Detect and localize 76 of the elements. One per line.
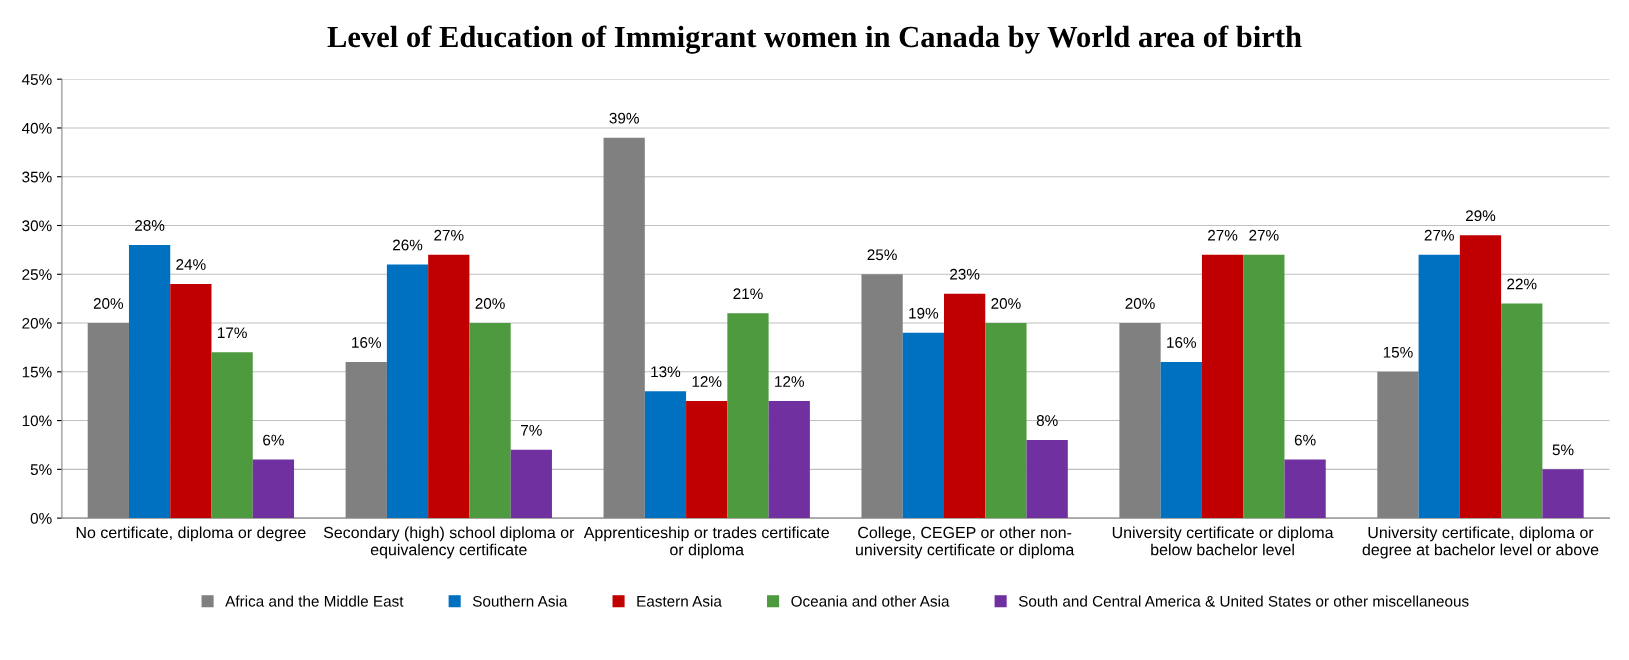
legend-label: Southern Asia bbox=[472, 595, 568, 607]
y-tick-label: 15% bbox=[22, 366, 52, 378]
data-label: 25% bbox=[867, 249, 897, 261]
data-label: 19% bbox=[909, 307, 939, 319]
data-label: 22% bbox=[1507, 278, 1537, 290]
x-tick-label: University certificate, diploma or degree at bachelor level or above bbox=[1362, 526, 1599, 559]
data-label: 20% bbox=[93, 298, 124, 309]
bar bbox=[944, 293, 986, 519]
x-tick-label: Secondary (high) school diploma or equivalency certificate bbox=[323, 526, 575, 559]
bar bbox=[686, 401, 728, 519]
y-tick-label: 40% bbox=[21, 122, 52, 134]
bar bbox=[1201, 254, 1244, 519]
y-tick-label: 25% bbox=[22, 269, 52, 280]
data-label: 20% bbox=[475, 298, 505, 309]
chart-title: Level of Education of Immigrant women in Canada by World area of birth bbox=[327, 25, 1302, 54]
bar bbox=[1243, 254, 1285, 519]
bar bbox=[386, 264, 429, 519]
legend-label: Eastern Asia bbox=[637, 595, 722, 607]
data-label: 7% bbox=[521, 424, 542, 436]
data-label: 8% bbox=[1036, 415, 1058, 426]
data-label: 21% bbox=[733, 288, 763, 300]
bar bbox=[1160, 362, 1202, 519]
data-label: 29% bbox=[1465, 210, 1496, 222]
data-label: 27% bbox=[1208, 229, 1238, 241]
legend-label: South and Central America & United States or other miscellaneous bbox=[1018, 595, 1469, 607]
data-label: 26% bbox=[393, 239, 423, 251]
data-label: 15% bbox=[1383, 346, 1413, 358]
bar bbox=[469, 323, 511, 519]
x-tick-label: University certificate or diploma below bachelor level bbox=[1112, 526, 1334, 556]
bar bbox=[1542, 469, 1584, 519]
data-label: 28% bbox=[135, 220, 165, 231]
bar bbox=[170, 284, 212, 519]
data-label: 27% bbox=[1424, 229, 1454, 241]
bar bbox=[768, 401, 810, 519]
x-tick-label: Apprenticeship or trades certificate or diploma bbox=[583, 526, 829, 559]
legend-label: Africa and the Middle East bbox=[225, 595, 404, 607]
data-label: 27% bbox=[434, 229, 464, 241]
data-label: 27% bbox=[1249, 229, 1279, 241]
data-label: 20% bbox=[991, 298, 1021, 309]
y-tick-label: 35% bbox=[22, 171, 52, 183]
y-tick-label: 0% bbox=[30, 512, 52, 524]
bar bbox=[252, 459, 295, 519]
bar bbox=[1284, 459, 1326, 519]
bar bbox=[985, 323, 1027, 519]
data-label: 13% bbox=[651, 366, 681, 378]
legend-label: Oceania and other Asia bbox=[791, 595, 950, 607]
data-label: 16% bbox=[352, 337, 381, 348]
data-label: 20% bbox=[1125, 298, 1155, 309]
data-label: 12% bbox=[692, 376, 722, 387]
data-label: 23% bbox=[950, 268, 980, 280]
data-label: 16% bbox=[1167, 337, 1197, 348]
bar bbox=[211, 352, 253, 519]
bar bbox=[1026, 440, 1068, 519]
data-label: 6% bbox=[1294, 434, 1316, 446]
bar bbox=[1418, 254, 1460, 519]
bar bbox=[1501, 303, 1543, 519]
data-label: 17% bbox=[218, 327, 247, 339]
bar bbox=[128, 245, 171, 519]
x-tick-label: College, CEGEP or other non- university certificate or diploma bbox=[856, 526, 1075, 559]
bar bbox=[428, 254, 470, 519]
data-label: 24% bbox=[176, 259, 206, 270]
x-tick-label: No certificate, diploma or degree bbox=[76, 526, 306, 542]
y-tick-label: 20% bbox=[22, 317, 52, 329]
bar bbox=[510, 449, 552, 519]
bar bbox=[1459, 235, 1502, 519]
data-label: 5% bbox=[1552, 444, 1574, 456]
data-label: 6% bbox=[263, 434, 284, 446]
bar bbox=[902, 332, 945, 519]
bar bbox=[727, 313, 769, 519]
y-tick-label: 10% bbox=[22, 415, 52, 427]
data-label: 39% bbox=[609, 112, 639, 124]
data-label: 12% bbox=[775, 376, 804, 387]
y-tick-label: 30% bbox=[22, 220, 52, 232]
y-tick-label: 5% bbox=[30, 464, 52, 476]
bar bbox=[644, 391, 687, 519]
y-tick-label: 45% bbox=[21, 74, 52, 85]
